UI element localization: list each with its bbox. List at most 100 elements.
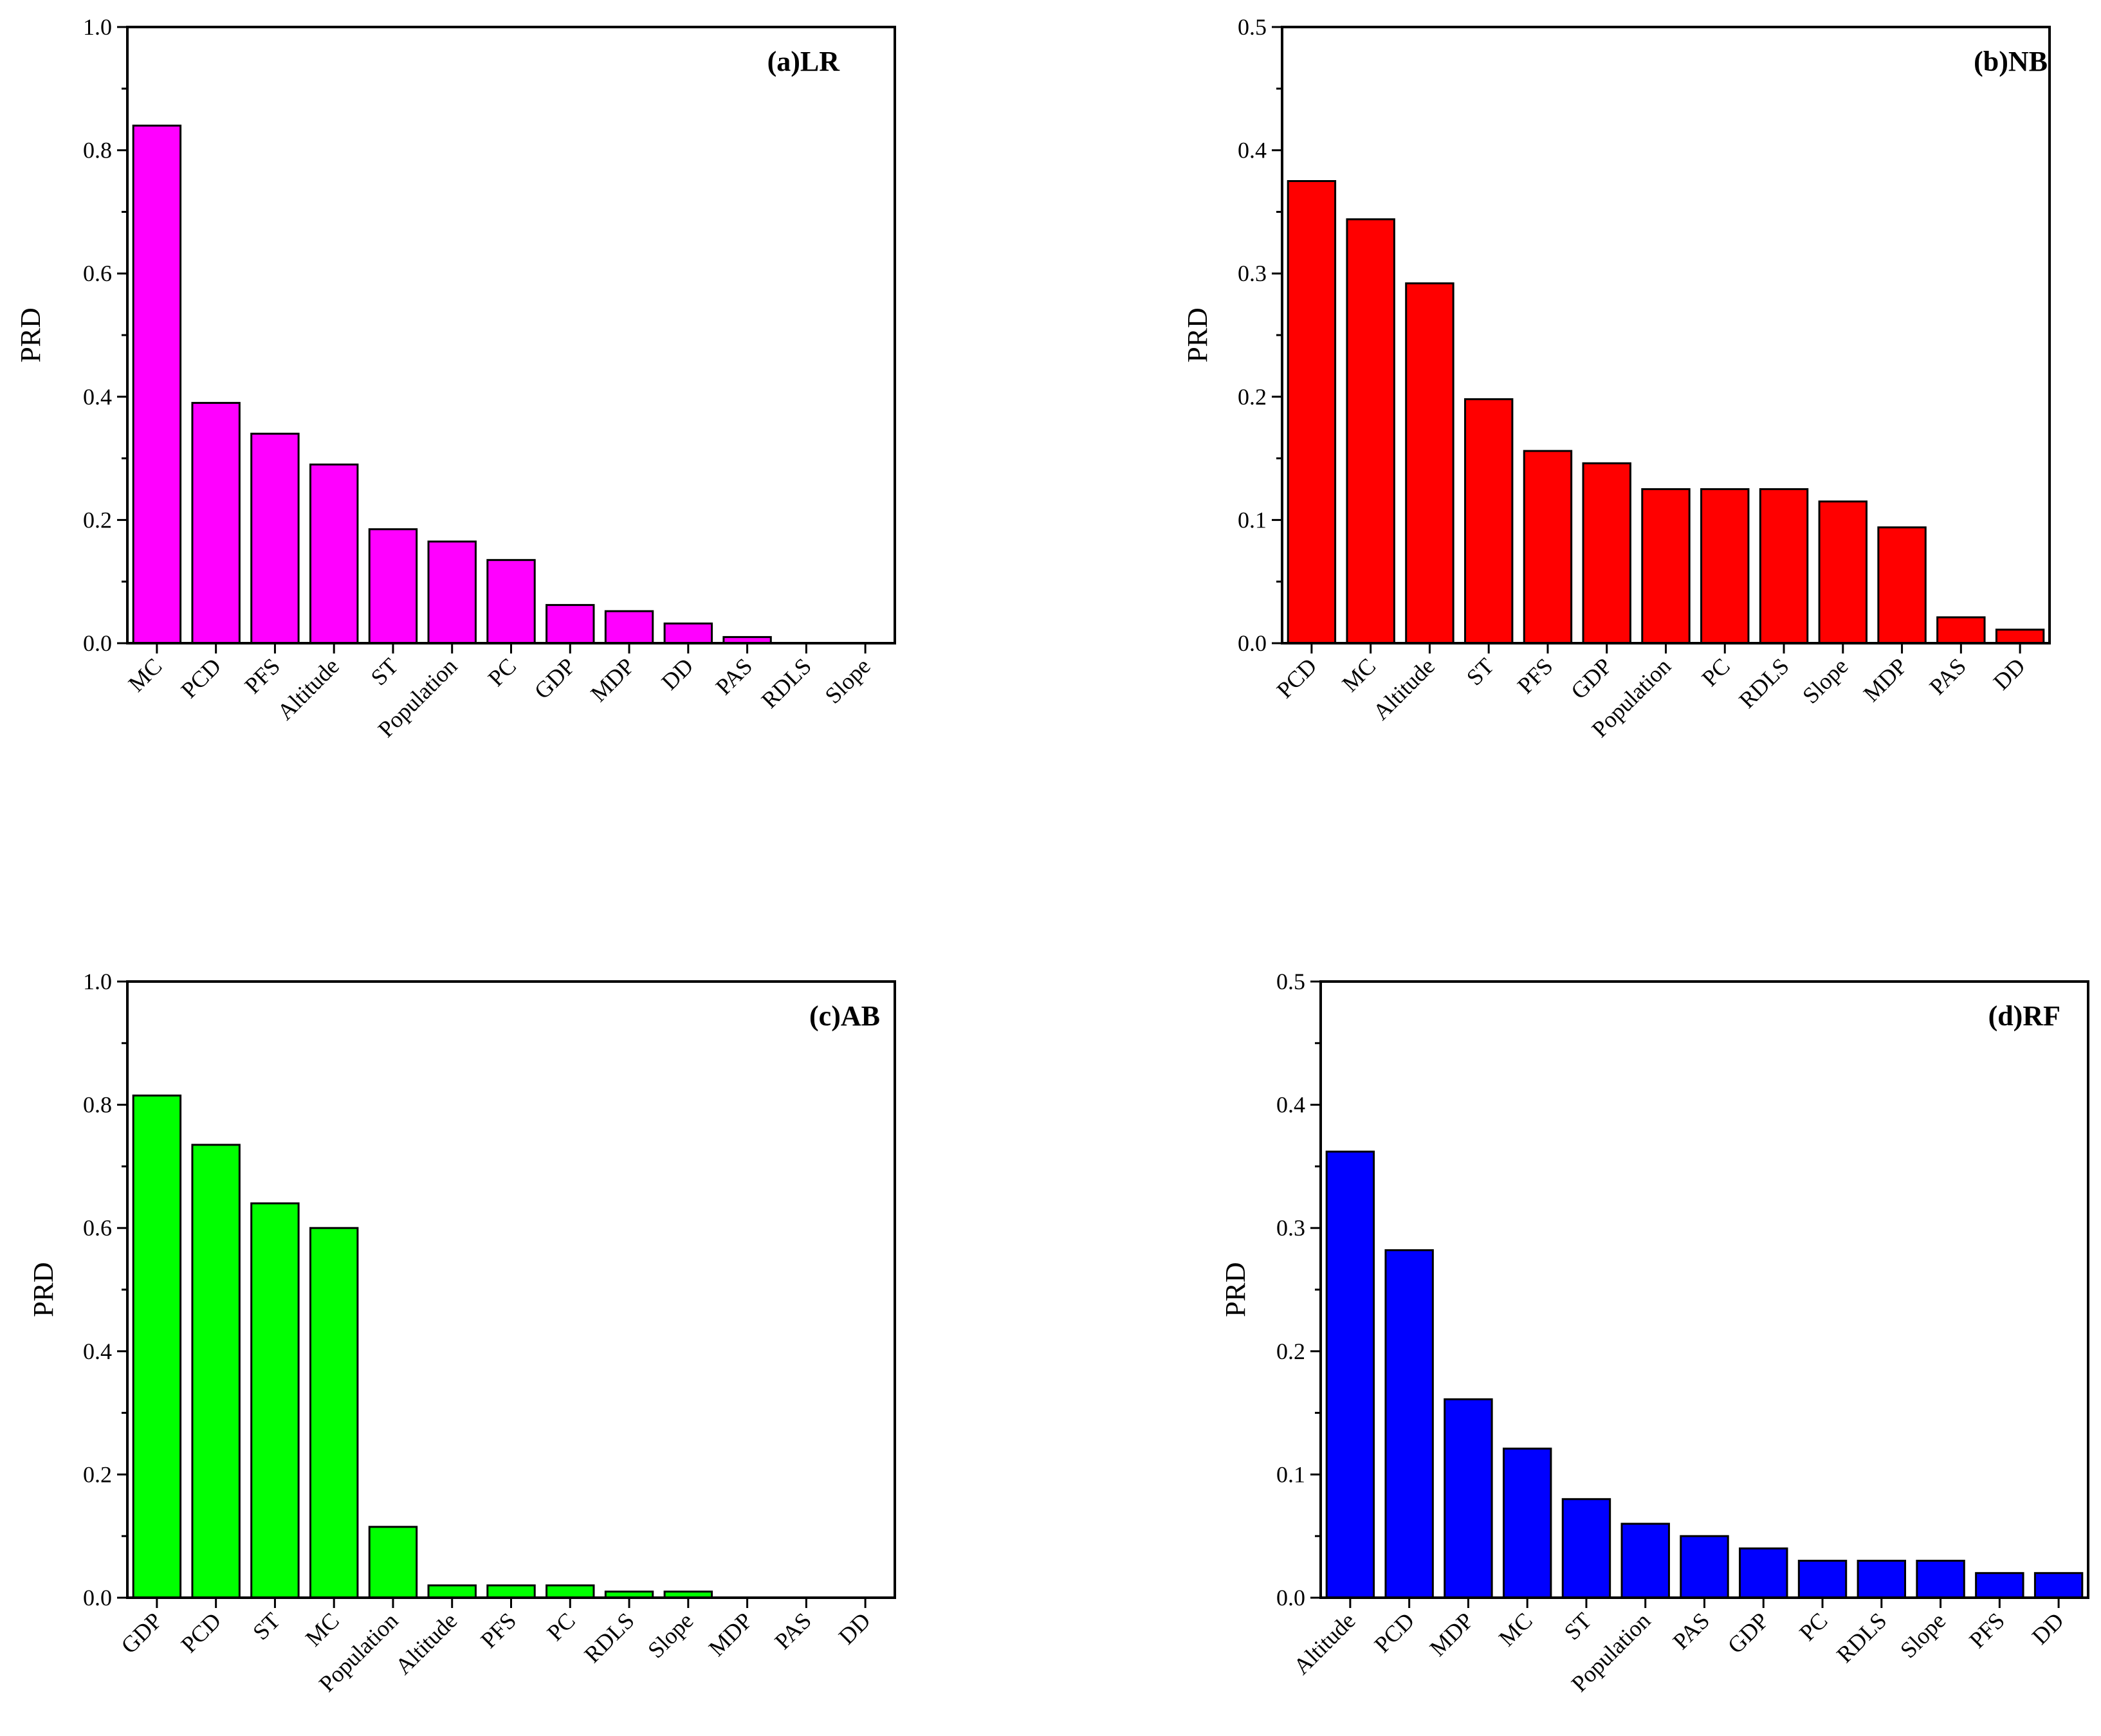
bar-ab-1: [191, 1144, 241, 1599]
bar-lr-6: [486, 559, 536, 644]
y-tick-label-ab-5: 1.0: [83, 969, 112, 994]
y-tick-label-lr-1: 0.2: [83, 507, 112, 533]
bar-lr-9: [663, 622, 713, 644]
y-axis-label-ab: PRD: [28, 1262, 59, 1317]
bar-nb-3: [1463, 398, 1514, 644]
plot-frame-rf: [1319, 980, 2089, 1599]
y-tick-label-lr-4: 0.8: [83, 138, 112, 163]
y-tick-label-ab-0: 0.0: [83, 1585, 112, 1611]
bar-lr-0: [132, 124, 182, 644]
chart-title-lr: (a)LR: [767, 46, 841, 77]
x-label-rf-8: PC: [1794, 1607, 1832, 1645]
y-axis-label-rf: PRD: [1220, 1262, 1251, 1317]
y-tick-label-lr-2: 0.4: [83, 384, 112, 410]
x-label-rf-0: Altitude: [1289, 1607, 1361, 1679]
bar-rf-7: [1739, 1547, 1788, 1599]
x-label-lr-6: PC: [483, 653, 521, 691]
y-tick-label-rf-3: 0.3: [1276, 1215, 1305, 1241]
bar-rf-12: [2033, 1572, 2084, 1599]
x-label-lr-10: PAS: [711, 653, 758, 700]
x-label-nb-11: PAS: [1924, 653, 1971, 700]
x-label-lr-3: Altitude: [272, 653, 344, 725]
bar-rf-10: [1916, 1560, 1965, 1599]
y-tick-label-rf-4: 0.4: [1276, 1092, 1305, 1118]
x-label-rf-10: Slope: [1895, 1607, 1950, 1663]
y-tick-label-rf-5: 0.5: [1276, 969, 1305, 994]
bar-ab-6: [486, 1584, 536, 1599]
x-label-ab-2: ST: [248, 1607, 285, 1645]
bar-nb-7: [1700, 488, 1750, 644]
x-label-lr-0: MC: [124, 653, 167, 697]
bar-lr-4: [368, 528, 418, 644]
y-tick-label-nb-1: 0.1: [1238, 507, 1267, 533]
y-tick-label-ab-4: 0.8: [83, 1092, 112, 1118]
plot-frame-lr: [126, 26, 896, 644]
x-label-rf-6: PAS: [1668, 1607, 1715, 1654]
x-label-ab-3: MC: [300, 1607, 344, 1651]
x-label-ab-5: Altitude: [390, 1607, 463, 1679]
y-tick-label-ab-1: 0.2: [83, 1461, 112, 1487]
x-label-nb-12: DD: [1988, 653, 2030, 695]
x-label-rf-1: PCD: [1370, 1607, 1420, 1658]
x-label-lr-11: RDLS: [757, 653, 816, 713]
y-axis-label-lr: PRD: [15, 307, 46, 363]
bar-rf-6: [1680, 1535, 1729, 1599]
bar-rf-1: [1384, 1249, 1434, 1599]
y-tick-label-lr-0: 0.0: [83, 630, 112, 656]
bar-rf-11: [1975, 1572, 2024, 1599]
x-label-rf-3: MC: [1494, 1607, 1537, 1651]
x-label-lr-1: PCD: [176, 653, 226, 703]
bar-rf-5: [1620, 1522, 1670, 1599]
bar-ab-0: [132, 1094, 182, 1599]
x-label-nb-3: ST: [1462, 653, 1499, 690]
bar-ab-4: [368, 1526, 418, 1599]
bar-lr-2: [250, 432, 300, 644]
x-label-lr-2: PFS: [239, 653, 285, 699]
bar-nb-8: [1759, 488, 1809, 644]
x-label-nb-10: MDP: [1858, 653, 1912, 706]
y-tick-label-nb-3: 0.3: [1238, 260, 1267, 286]
x-label-rf-7: GDP: [1723, 1607, 1774, 1658]
x-label-rf-4: ST: [1559, 1607, 1597, 1645]
chart-title-rf: (d)RF: [1988, 1000, 2060, 1032]
bar-nb-6: [1641, 488, 1691, 644]
x-label-ab-11: PAS: [769, 1607, 816, 1654]
bar-lr-3: [309, 463, 359, 644]
x-label-ab-7: PC: [542, 1607, 580, 1645]
x-label-nb-2: Altitude: [1368, 653, 1440, 725]
x-label-ab-6: PFS: [475, 1607, 521, 1653]
bar-ab-3: [309, 1227, 359, 1599]
x-label-lr-7: GDP: [529, 653, 580, 704]
x-label-nb-7: PC: [1696, 653, 1734, 691]
x-label-lr-12: Slope: [820, 653, 875, 708]
bar-rf-2: [1444, 1398, 1493, 1599]
bar-rf-4: [1561, 1498, 1611, 1599]
bar-lr-7: [546, 604, 595, 644]
x-label-rf-12: DD: [2027, 1607, 2069, 1649]
x-label-nb-9: Slope: [1797, 653, 1853, 708]
plot-frame-ab: [126, 980, 896, 1599]
x-label-nb-8: RDLS: [1734, 653, 1794, 713]
bar-nb-1: [1346, 218, 1395, 644]
x-label-lr-8: MDP: [585, 653, 639, 706]
y-tick-label-lr-3: 0.6: [83, 260, 112, 286]
bar-nb-2: [1405, 282, 1454, 644]
x-label-nb-1: MC: [1337, 653, 1381, 697]
x-label-nb-5: GDP: [1566, 653, 1617, 704]
x-label-rf-9: RDLS: [1831, 1607, 1891, 1667]
x-label-lr-9: DD: [656, 653, 698, 695]
bar-nb-11: [1936, 616, 1986, 644]
x-label-ab-12: DD: [834, 1607, 876, 1649]
y-tick-label-rf-2: 0.2: [1276, 1339, 1305, 1364]
bar-ab-2: [250, 1202, 300, 1599]
y-tick-label-nb-4: 0.4: [1238, 138, 1267, 163]
x-label-nb-0: PCD: [1272, 653, 1322, 703]
bar-nb-12: [1995, 628, 2045, 644]
bar-lr-5: [427, 540, 477, 644]
x-label-rf-11: PFS: [1964, 1607, 2010, 1653]
y-tick-label-nb-0: 0.0: [1238, 630, 1267, 656]
